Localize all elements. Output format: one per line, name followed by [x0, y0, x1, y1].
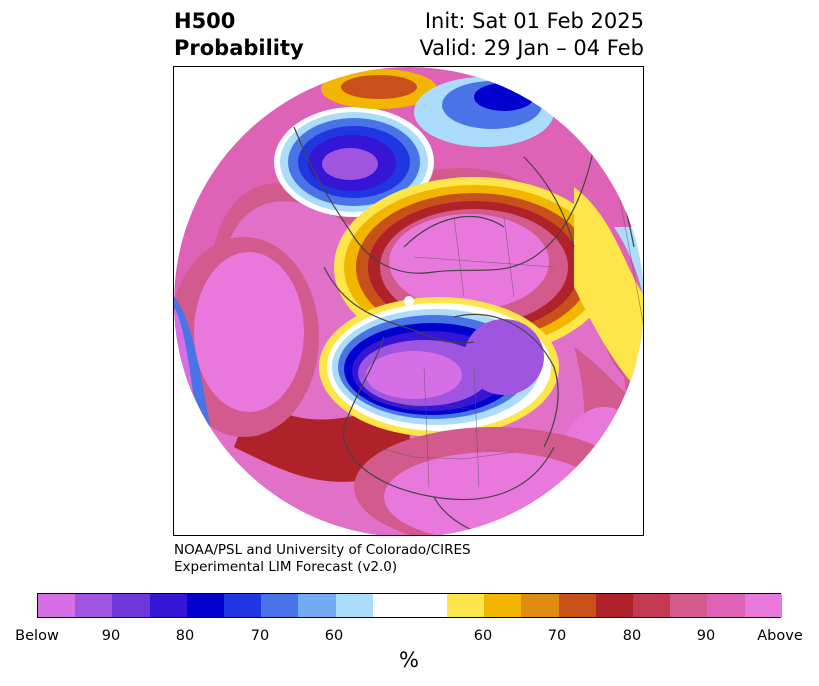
colorbar-tick-label: Above: [757, 628, 803, 644]
forecast-dates: Init: Sat 01 Feb 2025 Valid: 29 Jan – 04…: [419, 8, 644, 62]
colorbar-tick-label: 80: [175, 628, 195, 644]
colorbar-tick-label: 70: [547, 628, 567, 644]
polar-map: [173, 66, 644, 536]
colorbar-segment: [38, 594, 76, 617]
colorbar-segment: [670, 594, 708, 617]
credit-line2: Experimental LIM Forecast (v2.0): [174, 559, 398, 575]
credit-text: NOAA/PSL and University of Colorado/CIRE…: [174, 542, 471, 576]
credit-line1: NOAA/PSL and University of Colorado/CIRE…: [174, 542, 471, 558]
colorbar-segment: [558, 594, 596, 617]
colorbar-segment: [149, 594, 187, 617]
valid-range: Valid: 29 Jan – 04 Feb: [419, 36, 644, 60]
colorbar-tick-label: 70: [250, 628, 270, 644]
colorbar-segment: [447, 594, 485, 617]
colorbar-tick-label: 60: [324, 628, 344, 644]
title-line1: H500: [174, 9, 236, 33]
colorbar-segment: [744, 594, 782, 617]
colorbar-unit: %: [399, 648, 419, 672]
colorbar-tick-label: 90: [101, 628, 121, 644]
colorbar-segment: [75, 594, 113, 617]
colorbar-segment: [298, 594, 336, 617]
colorbar-segment: [409, 594, 448, 617]
colorbar-segment: [595, 594, 633, 617]
colorbar-segment: [112, 594, 150, 617]
colorbar-tick-label: 80: [622, 628, 642, 644]
colorbar-segment: [372, 594, 410, 617]
init-date: Init: Sat 01 Feb 2025: [424, 9, 644, 33]
colorbar-segment: [335, 594, 373, 617]
probability-map: [174, 67, 643, 535]
colorbar-tick-label: 60: [473, 628, 493, 644]
colorbar-segment: [223, 594, 262, 617]
colorbar-segment: [707, 594, 745, 617]
title-line2: Probability: [174, 36, 304, 60]
colorbar-segment: [484, 594, 522, 617]
colorbar-segment: [186, 594, 224, 617]
colorbar: [37, 593, 782, 618]
colorbar-segment: [521, 594, 559, 617]
colorbar-segment: [261, 594, 299, 617]
map-title: H500 Probability: [174, 8, 304, 62]
colorbar-segment: [633, 594, 671, 617]
colorbar-tick-label: 90: [696, 628, 716, 644]
colorbar-tick-label: Below: [15, 628, 59, 644]
